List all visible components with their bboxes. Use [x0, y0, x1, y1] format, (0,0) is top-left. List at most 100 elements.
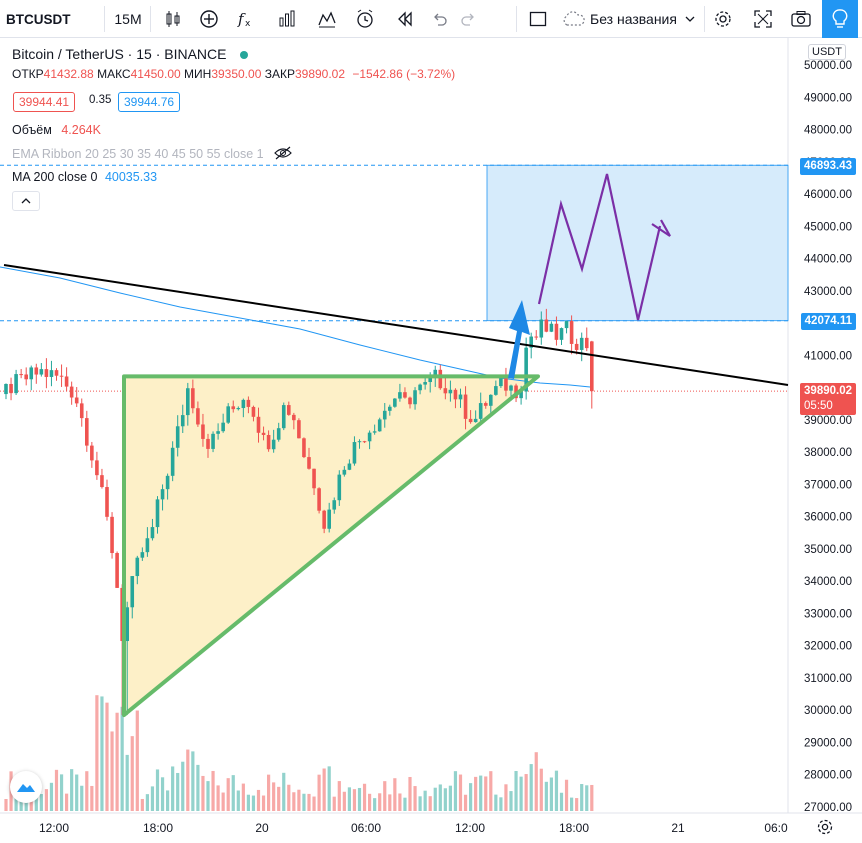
chart-area[interactable]: 50000.0049000.0048000.0047000.0046000.00… — [0, 38, 862, 843]
price-tick-label: 41000.00 — [804, 350, 852, 362]
candle-body — [150, 527, 155, 539]
volume-bar — [211, 770, 215, 811]
volume-bar — [231, 775, 235, 811]
symbol-search-button[interactable]: BTCUSDT — [6, 11, 71, 27]
candle-body — [170, 447, 175, 476]
currency-label[interactable]: USDT — [808, 44, 846, 60]
volume-bar — [297, 789, 301, 811]
candle-body — [408, 397, 412, 405]
volume-bar — [469, 783, 473, 811]
volume-bar — [590, 784, 594, 811]
svg-text:x: x — [245, 19, 251, 29]
candle-body — [433, 369, 438, 378]
compare-icon[interactable] — [312, 4, 342, 34]
tradingview-logo[interactable] — [10, 771, 42, 803]
add-indicator-icon[interactable] — [194, 4, 224, 34]
volume-bar — [463, 794, 468, 811]
volume-bar — [322, 768, 326, 811]
layout-name-button[interactable]: Без названия — [560, 4, 700, 34]
alert-icon[interactable] — [350, 4, 380, 34]
axis-settings-gear-icon[interactable] — [816, 818, 834, 841]
volume-bar — [166, 790, 170, 811]
volume-bar — [378, 793, 382, 811]
volume-bar — [80, 785, 84, 811]
redo-icon[interactable] — [456, 4, 482, 34]
volume-bar — [206, 781, 210, 811]
volume-bar — [554, 770, 559, 811]
candle-body — [85, 418, 89, 446]
bid-box[interactable]: 39944.41 — [13, 92, 76, 112]
time-tick-label: 06:0 — [764, 821, 788, 835]
fullscreen-square-icon[interactable] — [524, 4, 552, 34]
candle-body — [140, 552, 145, 558]
undo-icon[interactable] — [426, 4, 452, 34]
volume-bar — [585, 785, 589, 811]
candle-body — [458, 394, 463, 400]
interval-button[interactable]: 15M — [114, 11, 142, 27]
candle-body — [165, 475, 170, 490]
volume-bar — [287, 784, 291, 811]
volume-bar — [135, 710, 139, 811]
volume-bar — [236, 790, 240, 811]
volume-bar — [140, 798, 144, 811]
legend-title-row: Bitcoin / TetherUS · 15 · BINANCE — [12, 46, 249, 62]
volume-bar — [317, 774, 321, 811]
bars-icon[interactable] — [272, 4, 302, 34]
candle-body — [478, 403, 483, 419]
candle-body — [69, 386, 74, 398]
replay-icon[interactable] — [390, 4, 420, 34]
close-value: 39890.02 — [294, 67, 346, 81]
candles-icon[interactable] — [158, 4, 188, 34]
camera-icon[interactable] — [786, 4, 816, 34]
candle-body — [130, 576, 135, 608]
volume-bar — [479, 775, 483, 811]
spread-value: 0.35 — [89, 94, 112, 106]
candle-body — [509, 385, 513, 391]
layout-name-label: Без названия — [590, 11, 677, 27]
candle-body — [423, 382, 427, 385]
trend-line — [3, 264, 789, 386]
price-tick-label: 35000.00 — [804, 544, 852, 556]
price-tick-label: 38000.00 — [804, 447, 852, 459]
volume-bar — [564, 779, 569, 811]
settings-gear-icon[interactable] — [708, 4, 738, 34]
candle-body — [337, 474, 342, 501]
ask-box[interactable]: 39944.76 — [118, 92, 181, 112]
legend-collapse-button[interactable] — [12, 191, 40, 211]
candle-body — [95, 460, 99, 476]
candle-body — [322, 510, 326, 529]
candle-body — [494, 386, 498, 395]
candle-body — [256, 416, 261, 433]
market-status-dot — [240, 51, 249, 60]
volume-bar — [347, 787, 351, 811]
candle-body — [241, 399, 246, 409]
candle-body — [524, 347, 528, 392]
volume-bar — [494, 794, 498, 811]
candle-body — [448, 389, 453, 394]
candle-body — [287, 405, 291, 415]
volume-bar — [509, 791, 513, 811]
volume-bar — [196, 764, 200, 811]
candle-body — [74, 397, 79, 404]
volume-bar — [544, 781, 548, 811]
price-tick-label: 33000.00 — [804, 608, 852, 620]
volume-bar — [54, 769, 59, 811]
price-chart[interactable]: 50000.0049000.0048000.0047000.0046000.00… — [0, 38, 862, 843]
candle-body — [180, 415, 185, 427]
change-value: −1542.86 (−3.72%) — [352, 67, 456, 81]
volume-bar — [539, 768, 543, 811]
candle-body — [39, 369, 44, 375]
eye-hidden-icon[interactable] — [273, 146, 293, 163]
candle-body — [105, 487, 109, 517]
expand-icon[interactable] — [748, 4, 778, 34]
volume-bar — [90, 785, 94, 811]
candle-body — [554, 323, 559, 340]
lightbulb-icon[interactable] — [822, 0, 858, 38]
price-tag-upper: 46893.43 — [800, 158, 856, 175]
candle-body — [271, 439, 276, 450]
candle-body — [49, 370, 54, 377]
volume-bar — [489, 771, 493, 811]
ma-value: 40035.33 — [104, 170, 158, 184]
volume-bar — [418, 796, 422, 811]
